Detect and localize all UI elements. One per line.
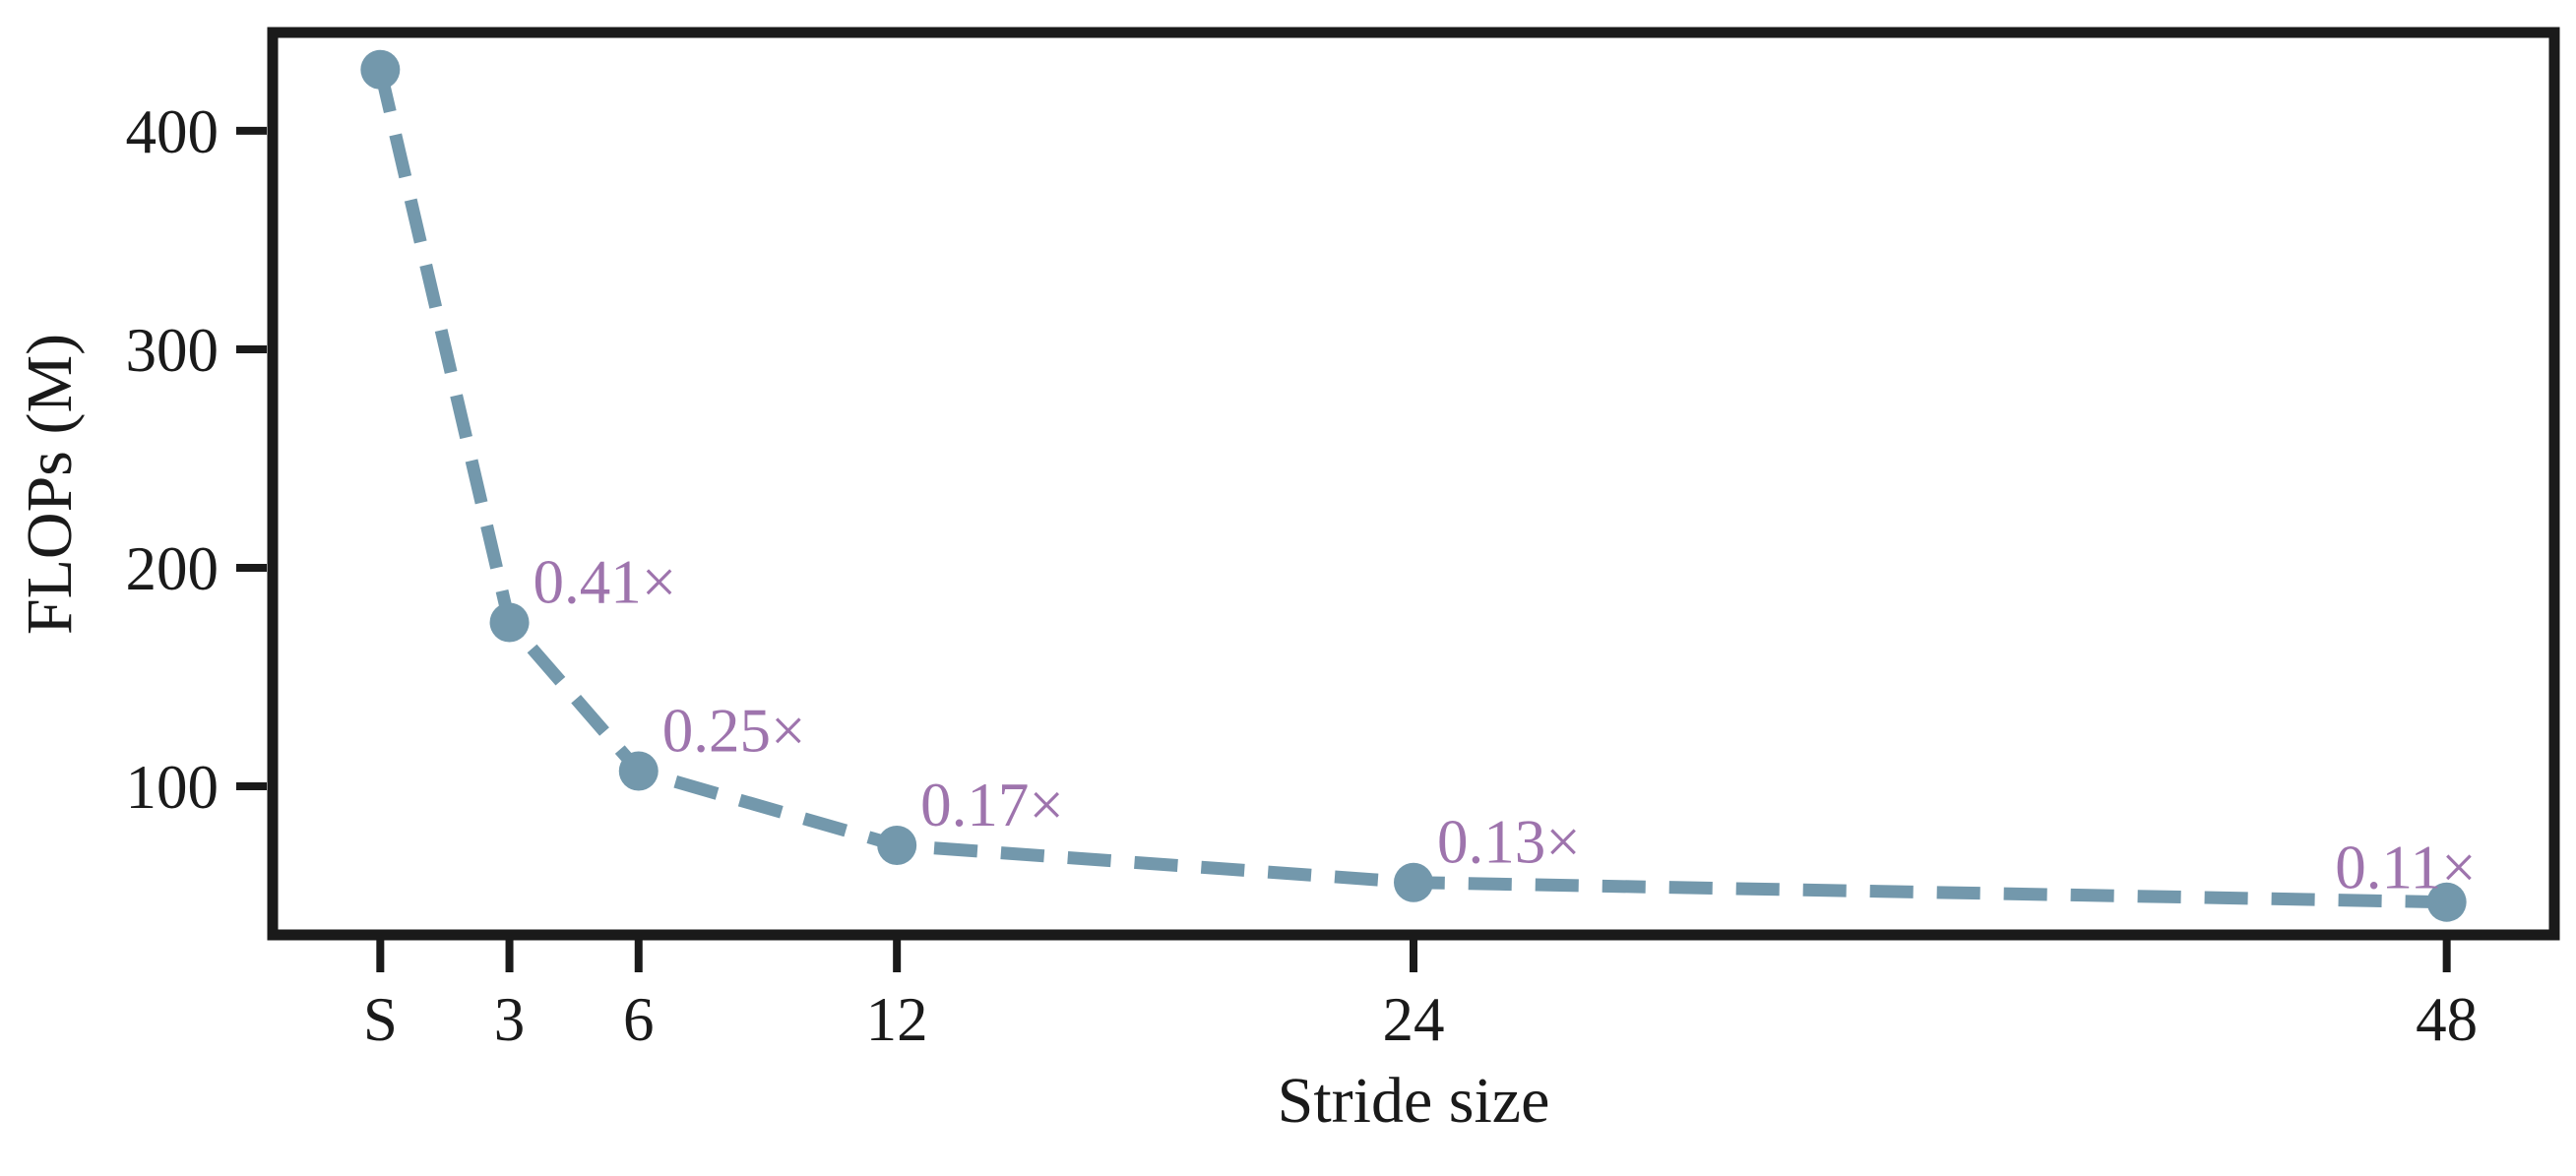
y-tick-label: 200	[126, 534, 220, 603]
annotations: 0.41× 0.25× 0.17× 0.13× 0.11×	[534, 547, 2477, 901]
x-tick-label: 3	[494, 985, 526, 1054]
x-tick-label: 24	[1383, 985, 1445, 1054]
speedup-annotation: 0.25×	[662, 696, 806, 765]
speedup-annotation: 0.41×	[534, 547, 677, 616]
x-tick-label: S	[363, 985, 398, 1054]
data-point-24	[1394, 862, 1433, 902]
x-axis-title: Stride size	[1278, 1065, 1550, 1137]
data-point-S	[360, 49, 401, 90]
series	[360, 49, 2467, 922]
x-tick-label: 48	[2416, 985, 2478, 1054]
data-point-48	[2426, 882, 2467, 922]
y-tick-label: 400	[126, 97, 220, 166]
x-tick-label: 12	[866, 985, 928, 1054]
y-axis: 100 200 300 400	[126, 97, 267, 822]
y-axis-title: FLOPs (M)	[14, 334, 86, 635]
x-tick-label: 6	[623, 985, 655, 1054]
flops-line	[373, 68, 2447, 909]
data-point-12	[877, 825, 917, 865]
x-axis: S 3 6 12 24 48	[363, 935, 2478, 1054]
speedup-annotation: 0.13×	[1437, 808, 1581, 877]
data-point-6	[618, 751, 659, 791]
speedup-annotation: 0.17×	[920, 771, 1064, 839]
speedup-annotation: 0.11×	[2335, 834, 2476, 902]
data-point-3	[489, 602, 530, 643]
plot-border	[267, 27, 2560, 941]
y-tick-label: 100	[126, 753, 220, 822]
y-tick-label: 300	[126, 316, 220, 385]
